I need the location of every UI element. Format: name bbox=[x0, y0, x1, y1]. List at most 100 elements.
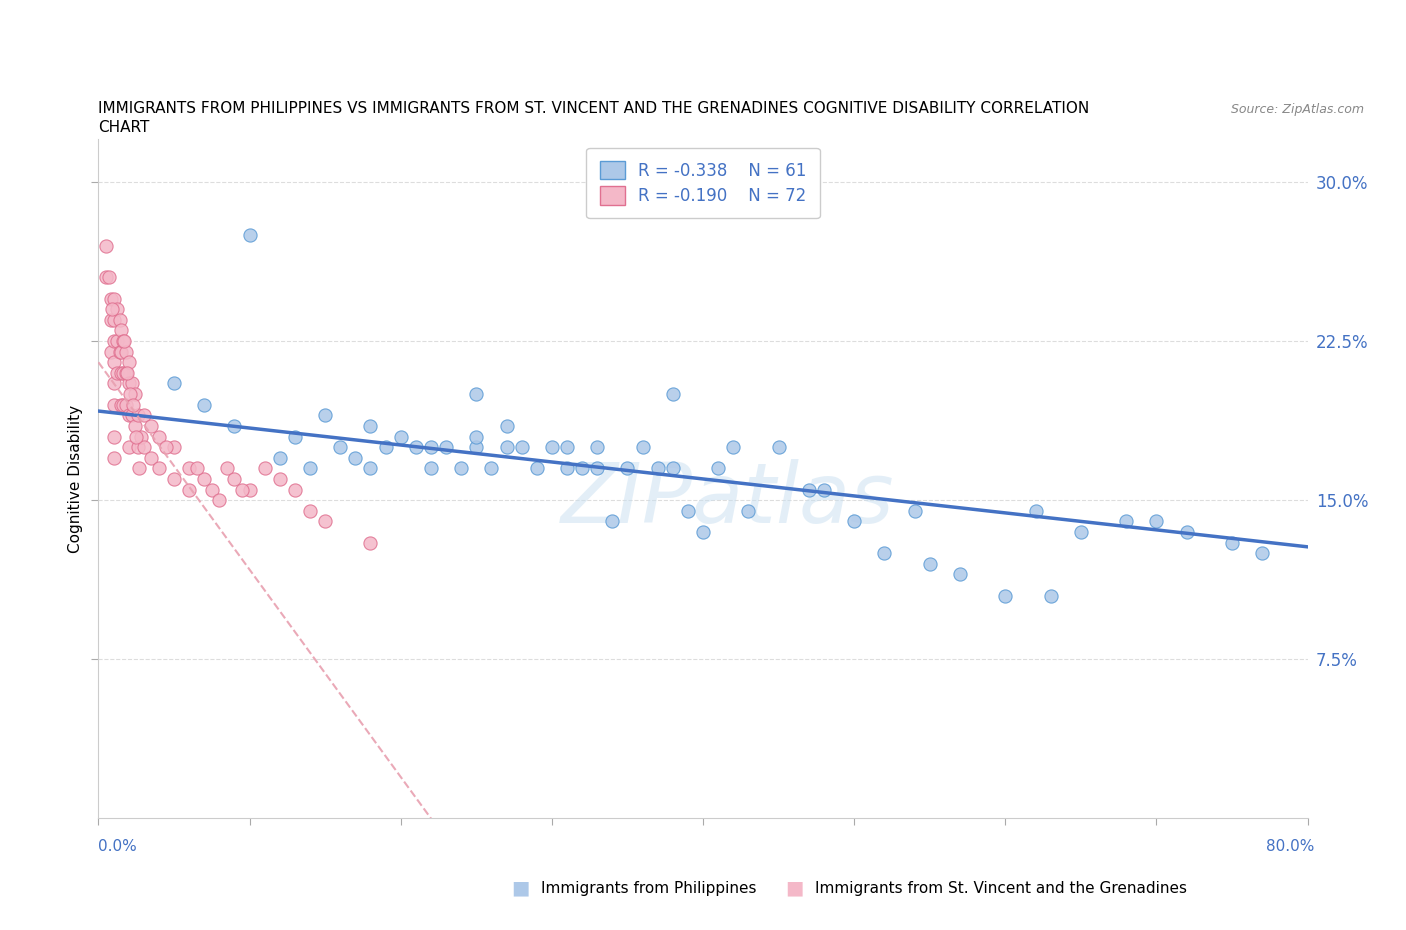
Point bbox=[616, 461, 638, 476]
Point bbox=[111, 397, 134, 412]
Text: IMMIGRANTS FROM PHILIPPINES VS IMMIGRANTS FROM ST. VINCENT AND THE GRENADINES CO: IMMIGRANTS FROM PHILIPPINES VS IMMIGRANT… bbox=[98, 101, 1090, 116]
Point bbox=[100, 312, 122, 327]
Point bbox=[465, 429, 488, 444]
Point bbox=[121, 408, 143, 423]
Point bbox=[103, 429, 125, 444]
Point bbox=[1115, 514, 1137, 529]
Point bbox=[141, 418, 163, 433]
Point bbox=[344, 450, 367, 465]
Point bbox=[662, 387, 685, 402]
Point bbox=[108, 344, 131, 359]
Point bbox=[148, 429, 170, 444]
Point bbox=[495, 440, 517, 455]
Point bbox=[465, 387, 488, 402]
Point bbox=[555, 461, 578, 476]
Point bbox=[100, 291, 122, 306]
Point bbox=[918, 556, 941, 571]
Point bbox=[737, 503, 759, 518]
Point bbox=[662, 461, 685, 476]
Point bbox=[389, 429, 412, 444]
Point bbox=[465, 440, 488, 455]
Point bbox=[284, 429, 307, 444]
Text: 0.0%: 0.0% bbox=[98, 839, 138, 854]
Text: ■: ■ bbox=[785, 879, 804, 897]
Text: ZIPatlas: ZIPatlas bbox=[561, 458, 894, 539]
Point bbox=[231, 482, 253, 497]
Point bbox=[904, 503, 927, 518]
Point bbox=[374, 440, 396, 455]
Point bbox=[118, 408, 141, 423]
Point bbox=[526, 461, 548, 476]
Point bbox=[94, 270, 117, 285]
Point bbox=[239, 482, 262, 497]
Point bbox=[179, 461, 201, 476]
Point bbox=[540, 440, 562, 455]
Point bbox=[110, 344, 132, 359]
Point bbox=[707, 461, 730, 476]
Point bbox=[208, 493, 231, 508]
Point bbox=[1251, 546, 1274, 561]
Point bbox=[108, 312, 131, 327]
Point bbox=[510, 440, 533, 455]
Point bbox=[105, 365, 128, 380]
Point bbox=[215, 461, 238, 476]
Point bbox=[101, 301, 124, 316]
Point bbox=[124, 418, 146, 433]
Point bbox=[122, 397, 145, 412]
Point bbox=[114, 344, 136, 359]
Point bbox=[239, 228, 262, 243]
Point bbox=[797, 482, 820, 497]
Point bbox=[224, 472, 246, 486]
Point bbox=[420, 440, 443, 455]
Point bbox=[112, 334, 135, 349]
Point bbox=[121, 376, 143, 391]
Point bbox=[768, 440, 790, 455]
Text: CHART: CHART bbox=[98, 120, 150, 135]
Point bbox=[129, 429, 152, 444]
Point bbox=[128, 461, 150, 476]
Point bbox=[253, 461, 276, 476]
Point bbox=[360, 535, 382, 550]
Point bbox=[314, 514, 336, 529]
Point bbox=[111, 334, 134, 349]
Point bbox=[844, 514, 866, 529]
Point bbox=[873, 546, 896, 561]
Point bbox=[103, 291, 125, 306]
Point bbox=[110, 323, 132, 338]
Point bbox=[1220, 535, 1243, 550]
Point bbox=[103, 450, 125, 465]
Point bbox=[103, 312, 125, 327]
Point bbox=[1175, 525, 1198, 539]
Point bbox=[647, 461, 669, 476]
Point bbox=[224, 418, 246, 433]
Text: Immigrants from St. Vincent and the Grenadines: Immigrants from St. Vincent and the Gren… bbox=[815, 881, 1188, 896]
Point bbox=[949, 567, 972, 582]
Point bbox=[127, 408, 149, 423]
Point bbox=[420, 461, 443, 476]
Point bbox=[284, 482, 307, 497]
Point bbox=[186, 461, 208, 476]
Point bbox=[723, 440, 745, 455]
Point bbox=[201, 482, 224, 497]
Point bbox=[193, 472, 215, 486]
Point bbox=[299, 461, 322, 476]
Point bbox=[434, 440, 457, 455]
Point bbox=[125, 429, 148, 444]
Point bbox=[1144, 514, 1167, 529]
Point bbox=[115, 365, 138, 380]
Point bbox=[120, 387, 142, 402]
Point bbox=[118, 355, 141, 370]
Point bbox=[586, 461, 609, 476]
Point bbox=[148, 461, 170, 476]
Point bbox=[110, 397, 132, 412]
Point bbox=[103, 334, 125, 349]
Point bbox=[163, 376, 186, 391]
Point bbox=[631, 440, 654, 455]
Text: Immigrants from Philippines: Immigrants from Philippines bbox=[541, 881, 756, 896]
Point bbox=[141, 450, 163, 465]
Point bbox=[132, 408, 155, 423]
Point bbox=[329, 440, 352, 455]
Point bbox=[450, 461, 472, 476]
Point bbox=[193, 397, 215, 412]
Point bbox=[269, 472, 291, 486]
